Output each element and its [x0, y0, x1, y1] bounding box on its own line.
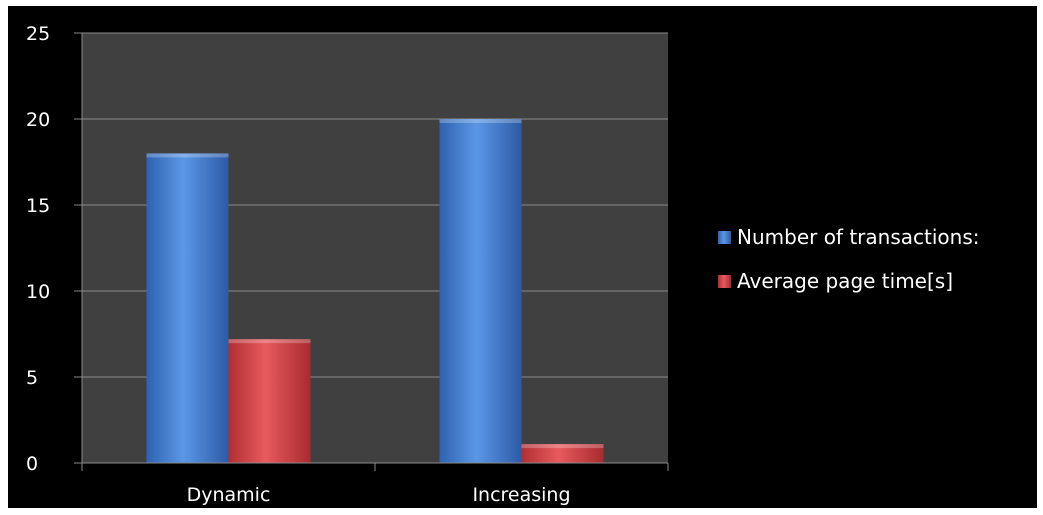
- y-tick-label: 20: [26, 109, 50, 131]
- bar-transactions-dynamic: [146, 153, 229, 463]
- legend-label-transactions: Number of transactions:: [737, 225, 979, 249]
- legend-swatch-transactions: [718, 231, 731, 244]
- y-tick-label: 0: [26, 453, 38, 475]
- bar-highlight: [228, 339, 311, 344]
- bars: [146, 119, 604, 463]
- bar-page-time-dynamic: [228, 339, 311, 463]
- bar-highlight: [146, 153, 229, 158]
- legend-label-page-time: Average page time[s]: [737, 269, 953, 293]
- bar-page-time-increasing: [521, 444, 604, 463]
- x-category-label: Increasing: [472, 484, 570, 506]
- legend: Number of transactions: Average page time…: [718, 225, 979, 293]
- x-category-label: Dynamic: [187, 484, 271, 506]
- y-tick-label: 10: [26, 281, 50, 303]
- bar-highlight: [521, 444, 604, 449]
- axes: 0 5 10 15 20 25 Dynamic Increasing: [26, 23, 669, 506]
- y-tick-label: 15: [26, 195, 50, 217]
- y-tick-label: 25: [26, 23, 50, 45]
- bar-highlight: [439, 119, 522, 123]
- bar-transactions-increasing: [439, 119, 522, 463]
- y-tick-label: 5: [26, 367, 38, 389]
- legend-swatch-page-time: [718, 275, 731, 288]
